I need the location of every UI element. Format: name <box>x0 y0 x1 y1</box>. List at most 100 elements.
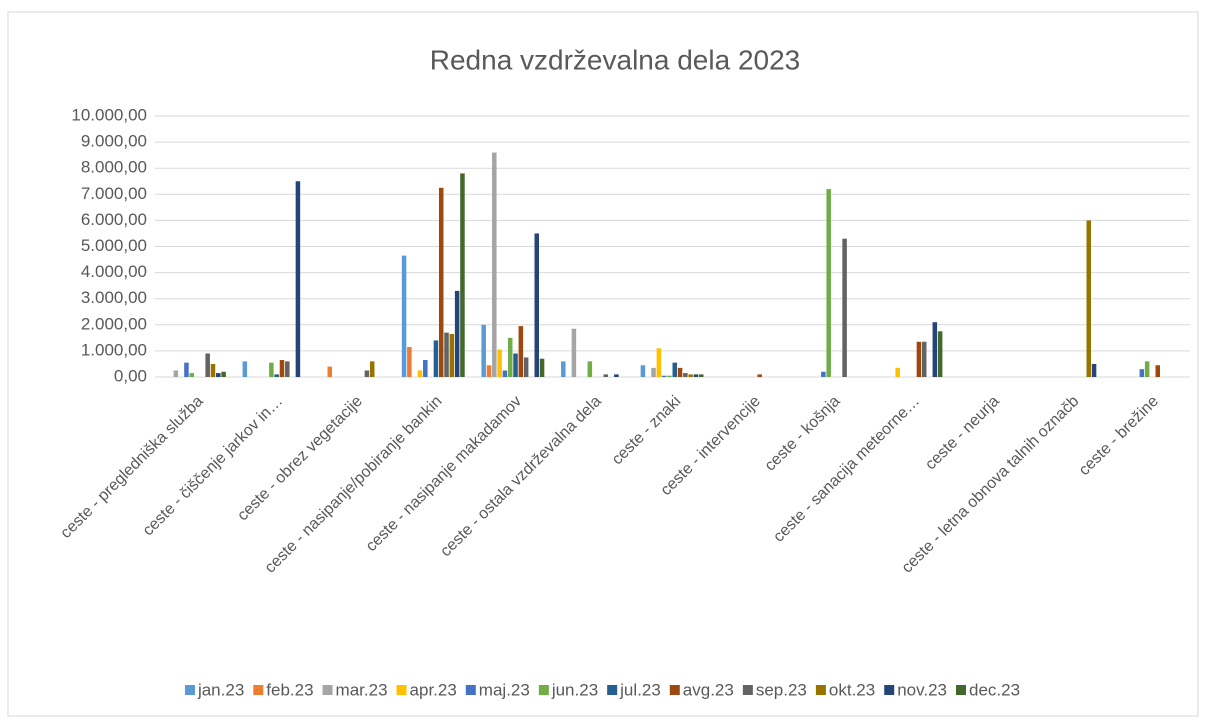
legend-label: jan.23 <box>197 680 244 699</box>
bar <box>492 152 497 377</box>
bar <box>534 233 540 377</box>
bar <box>693 374 699 377</box>
bar <box>369 361 375 377</box>
bar <box>561 361 566 377</box>
bar <box>454 290 460 377</box>
legend-label: maj.23 <box>479 680 530 699</box>
legend-swatch <box>815 685 826 695</box>
bar <box>757 374 762 377</box>
legend-label: nov.23 <box>897 680 947 699</box>
legend-swatch <box>669 685 680 695</box>
bar <box>539 358 545 377</box>
bar <box>173 370 179 377</box>
bar <box>497 349 502 377</box>
bar <box>423 360 428 377</box>
bar <box>937 331 943 377</box>
legend-label: dec.23 <box>969 680 1020 699</box>
bar <box>507 337 513 377</box>
y-tick-label: 7.000,00 <box>81 184 147 203</box>
bar <box>656 348 662 377</box>
bar <box>688 374 693 377</box>
bar <box>640 365 646 377</box>
bar <box>518 326 524 377</box>
legend-label: apr.23 <box>410 680 457 699</box>
y-tick-label: 6.000,00 <box>81 210 147 229</box>
legend-swatch <box>184 685 195 695</box>
y-tick-label: 1.000,00 <box>81 340 147 359</box>
bar <box>401 255 407 377</box>
bar <box>1139 369 1145 377</box>
bar <box>677 367 683 377</box>
legend-swatch <box>884 685 895 695</box>
legend-swatch <box>396 685 407 695</box>
bar <box>364 370 370 377</box>
bar <box>699 374 704 377</box>
y-tick-label: 0,00 <box>114 366 147 385</box>
bar <box>826 189 831 377</box>
legend-label: mar.23 <box>336 680 388 699</box>
y-tick-label: 3.000,00 <box>81 288 147 307</box>
bar <box>587 361 593 377</box>
bar <box>1091 363 1097 377</box>
y-tick-label: 9.000,00 <box>81 132 147 151</box>
bar <box>295 181 301 377</box>
bar <box>279 360 285 377</box>
legend-swatch <box>742 685 753 695</box>
legend-swatch <box>955 685 966 695</box>
chart-title: Redna vzdrževalna dela 2023 <box>430 44 800 75</box>
y-tick-label: 5.000,00 <box>81 236 147 255</box>
bar <box>821 371 826 377</box>
bar <box>932 322 938 377</box>
y-tick-label: 2.000,00 <box>81 314 147 333</box>
bar <box>327 366 333 377</box>
bar <box>433 340 439 377</box>
bar <box>1086 220 1092 377</box>
bar <box>216 373 221 377</box>
bar <box>661 375 667 377</box>
bar <box>683 373 688 377</box>
bar <box>269 362 274 377</box>
bar <box>672 362 678 377</box>
legend-label: okt.23 <box>829 680 875 699</box>
bar <box>571 328 577 377</box>
legend-swatch <box>253 685 264 695</box>
bar <box>651 367 656 377</box>
legend-label: avg.23 <box>683 680 734 699</box>
bar <box>502 370 508 377</box>
bar <box>603 374 609 377</box>
bar <box>417 370 423 377</box>
legend-swatch <box>322 685 333 695</box>
bar <box>1144 361 1150 377</box>
y-tick-label: 10.000,00 <box>71 105 147 124</box>
y-tick-label: 4.000,00 <box>81 262 147 281</box>
bar <box>614 374 619 377</box>
bar <box>407 346 412 377</box>
bar <box>449 333 455 377</box>
bar <box>481 324 486 377</box>
bar <box>210 363 216 377</box>
bar <box>1155 365 1161 377</box>
bar <box>274 374 279 377</box>
bar <box>486 365 492 377</box>
legend-label: jul.23 <box>619 680 661 699</box>
bar <box>523 357 529 377</box>
bar <box>221 371 226 377</box>
legend-label: feb.23 <box>266 680 313 699</box>
bar <box>205 353 210 377</box>
legend-swatch <box>538 685 549 695</box>
bar <box>667 375 672 377</box>
legend-swatch <box>465 685 476 695</box>
bar <box>184 362 189 377</box>
bar <box>189 373 195 377</box>
y-tick-label: 8.000,00 <box>81 158 147 177</box>
bar <box>895 367 900 377</box>
bar <box>438 187 444 377</box>
bar <box>460 173 465 377</box>
bar <box>916 341 922 377</box>
legend-label: sep.23 <box>756 680 807 699</box>
bar <box>842 238 847 377</box>
bar <box>921 341 927 377</box>
bar <box>513 353 518 377</box>
bar <box>242 361 248 377</box>
